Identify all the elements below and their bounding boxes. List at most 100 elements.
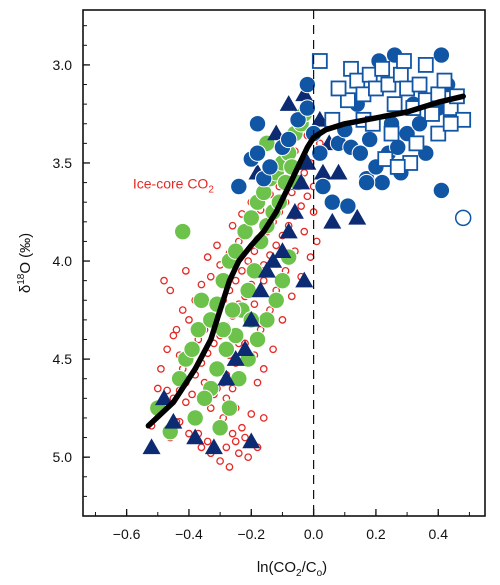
- ice-core-point: [222, 443, 231, 452]
- navy-triangle-point: [323, 212, 342, 229]
- ice-core-point: [231, 437, 240, 446]
- open-square-point: [408, 135, 425, 152]
- ice-core-point: [197, 280, 206, 289]
- navy-triangle-point: [295, 271, 314, 288]
- navy-triangle-point: [295, 85, 314, 102]
- blue-circle-point: [248, 115, 267, 133]
- y-tick-label: 4.0: [53, 253, 73, 269]
- navy-triangle-point: [251, 281, 270, 298]
- y-tick-label: 3.0: [53, 57, 73, 73]
- navy-triangle-point: [310, 110, 329, 127]
- ice-core-point: [306, 253, 315, 261]
- ice-core-point: [259, 414, 268, 422]
- navy-triangle-point: [279, 95, 298, 111]
- blue-circle-point: [289, 111, 307, 129]
- open-square-point: [386, 96, 403, 113]
- blue-circle-point: [373, 173, 391, 192]
- open-square-point: [424, 106, 440, 122]
- navy-triangle-markers: [142, 85, 367, 455]
- ice-core-point: [178, 306, 187, 314]
- blue-circle-point: [230, 177, 248, 196]
- ice-core-point: [197, 443, 206, 452]
- open-square-point: [339, 92, 356, 109]
- open-square-point: [411, 76, 428, 93]
- ice-core-point: [213, 241, 221, 250]
- blue-circle-point: [432, 46, 451, 64]
- y-tick-label: 5.0: [53, 449, 73, 465]
- blue-circle-point: [360, 130, 379, 149]
- ice-core-point: [160, 276, 168, 285]
- navy-triangle-point: [273, 242, 292, 258]
- blue-circle-point: [248, 144, 267, 162]
- ice-core-point: [244, 257, 253, 265]
- ice-core-point: [203, 437, 212, 446]
- x-axis-title: ln(CO2/Co): [257, 559, 327, 579]
- open-circle-markers: [454, 209, 472, 227]
- ice-core-point: [303, 192, 312, 201]
- ice-core-point: [206, 404, 215, 412]
- navy-triangle-point: [285, 203, 304, 219]
- ice-core-point: [247, 410, 256, 418]
- green-point: [192, 291, 211, 309]
- ice-core-point: [228, 221, 237, 230]
- ice-core-point: [157, 365, 165, 373]
- ice-core-point: [259, 365, 268, 373]
- ice-core-point: [241, 433, 249, 442]
- ice-core-point: [172, 325, 181, 334]
- open-square-point: [396, 53, 412, 69]
- open-square-point: [383, 125, 400, 142]
- green-point: [223, 301, 242, 319]
- blue-circle-point: [339, 197, 357, 215]
- ice-core-point: [312, 237, 321, 246]
- ice-core-point: [225, 463, 234, 471]
- blue-circle-point: [261, 158, 279, 176]
- green-point: [195, 389, 214, 408]
- ice-core-point: [166, 286, 175, 295]
- y-tick-label: 4.5: [53, 351, 73, 367]
- navy-triangle-point: [279, 222, 298, 239]
- x-tick-label: −0.2: [237, 526, 265, 542]
- ice-core-point: [203, 253, 212, 261]
- blue-circle-point: [323, 193, 342, 211]
- ice-core-point: [206, 272, 215, 281]
- navy-triangle-point: [204, 438, 223, 455]
- x-tick-label: −0.4: [175, 526, 203, 542]
- ice-core-point: [153, 384, 162, 393]
- green-point: [208, 360, 226, 378]
- navy-triangle-point: [292, 173, 311, 190]
- green-point: [242, 209, 260, 227]
- ice-core-point: [181, 398, 190, 407]
- open-square-point: [311, 53, 328, 69]
- navy-triangle-point: [186, 428, 205, 445]
- navy-triangle-point: [142, 438, 161, 455]
- navy-triangle-point: [264, 252, 283, 268]
- ice-core-point: [234, 449, 243, 458]
- ice-core-point: [163, 345, 171, 354]
- blue-circle-point: [432, 181, 451, 200]
- blue-circle-point: [298, 99, 317, 117]
- fit-curve: [145, 93, 466, 429]
- navy-triangle-point: [236, 340, 255, 357]
- green-point: [273, 271, 292, 290]
- ice-core-point: [253, 378, 262, 387]
- plot-frame: [82, 9, 486, 517]
- ice-core-point: [259, 276, 268, 285]
- blue-circle-point: [279, 130, 298, 149]
- green-point: [174, 222, 192, 241]
- ice-core-point: [250, 247, 259, 256]
- y-axis-title: δ18O (‰): [16, 233, 34, 293]
- x-tick-label: −0.6: [113, 526, 141, 542]
- navy-triangle-point: [298, 153, 317, 170]
- open-square-point: [380, 76, 397, 93]
- navy-triangle-point: [313, 163, 332, 180]
- navy-triangle-point: [155, 389, 174, 406]
- ice-core-point: [272, 241, 281, 250]
- ice-core-point: [185, 316, 193, 324]
- ice-core-point: [238, 266, 246, 275]
- open-square-point: [430, 125, 447, 142]
- ice-core-annotation: Ice-core CO2: [133, 175, 214, 195]
- green-point: [183, 340, 201, 358]
- green-point: [186, 409, 204, 427]
- green-point: [258, 311, 276, 329]
